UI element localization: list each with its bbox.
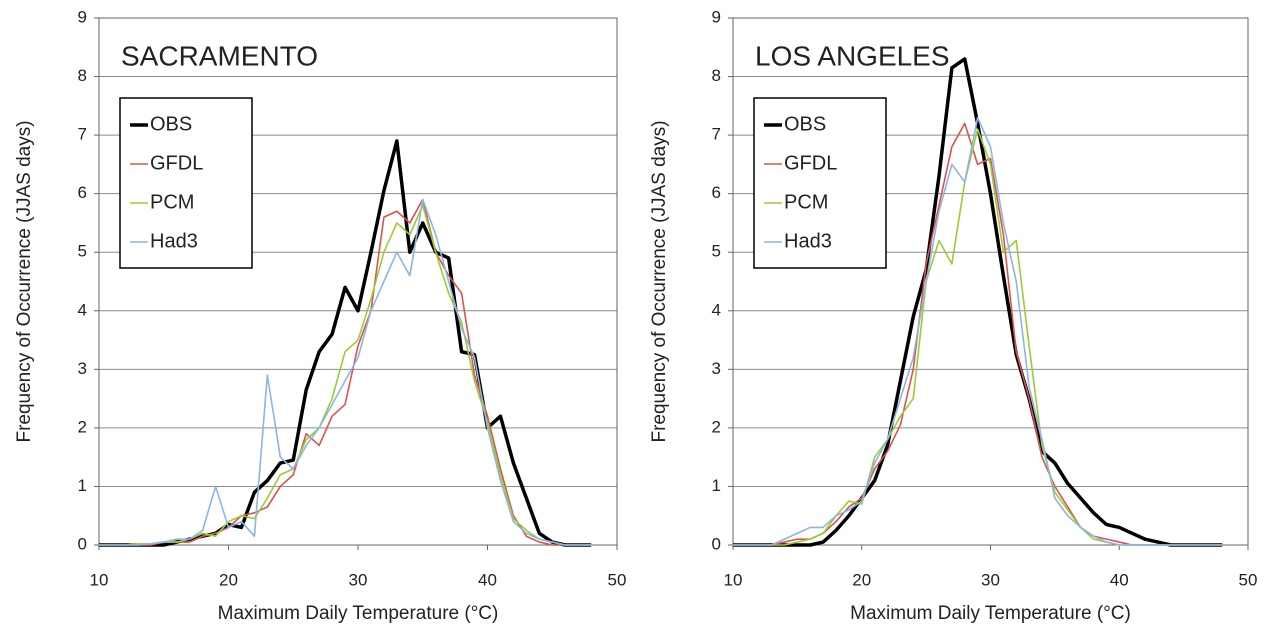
series-line [99, 198, 592, 546]
legend-label: Had3 [784, 230, 832, 252]
y-tick-label: 9 [78, 7, 87, 26]
legend-label: Had3 [150, 230, 198, 252]
y-tick-label: 3 [78, 359, 87, 378]
y-tick-label: 1 [78, 476, 87, 495]
series-line [733, 116, 1223, 546]
plot-frame [98, 17, 618, 546]
legend-label: GFDL [150, 152, 203, 174]
series-line [733, 57, 1223, 547]
plot-frame [732, 17, 1249, 546]
legend-label: PCM [150, 191, 194, 213]
series-line [99, 198, 592, 546]
y-tick-label: 5 [712, 242, 721, 261]
y-tick-label: 5 [78, 242, 87, 261]
x-tick-label: 10 [724, 570, 743, 589]
legend-label: OBS [150, 113, 192, 135]
panel-title: SACRAMENTO [121, 40, 318, 71]
y-tick-label: 0 [712, 534, 721, 553]
x-tick-label: 10 [90, 570, 109, 589]
y-tick-label: 3 [712, 359, 721, 378]
x-tick-label: 50 [608, 570, 627, 589]
y-tick-label: 7 [712, 125, 721, 144]
y-tick-label: 8 [78, 66, 87, 85]
x-tick-label: 40 [1110, 570, 1129, 589]
x-tick-label: 50 [1239, 570, 1258, 589]
y-tick-label: 8 [712, 66, 721, 85]
y-tick-label: 4 [712, 300, 721, 319]
x-axis-label: Maximum Daily Temperature (°C) [850, 603, 1131, 624]
x-tick-label: 20 [219, 570, 238, 589]
x-tick-label: 20 [852, 570, 871, 589]
x-tick-label: 30 [981, 570, 1000, 589]
legend-label: GFDL [784, 152, 837, 174]
y-tick-label: 1 [712, 476, 721, 495]
legend-label: PCM [784, 191, 828, 213]
panel-title: LOS ANGELES [755, 40, 950, 71]
legend-label: OBS [784, 113, 826, 135]
y-tick-label: 4 [78, 300, 87, 319]
y-tick-label: 6 [712, 183, 721, 202]
y-tick-label: 9 [712, 7, 721, 26]
y-tick-label: 2 [78, 417, 87, 436]
y-tick-label: 2 [712, 417, 721, 436]
y-tick-label: 6 [78, 183, 87, 202]
y-tick-label: 0 [78, 534, 87, 553]
x-axis-label: Maximum Daily Temperature (°C) [218, 603, 499, 624]
y-tick-label: 7 [78, 125, 87, 144]
series-line [99, 204, 592, 546]
x-tick-label: 30 [349, 570, 368, 589]
y-axis-label: Frequency of Occurrence (JJAS days) [649, 120, 670, 442]
y-axis-label: Frequency of Occurrence (JJAS days) [14, 120, 35, 442]
x-tick-label: 40 [478, 570, 497, 589]
